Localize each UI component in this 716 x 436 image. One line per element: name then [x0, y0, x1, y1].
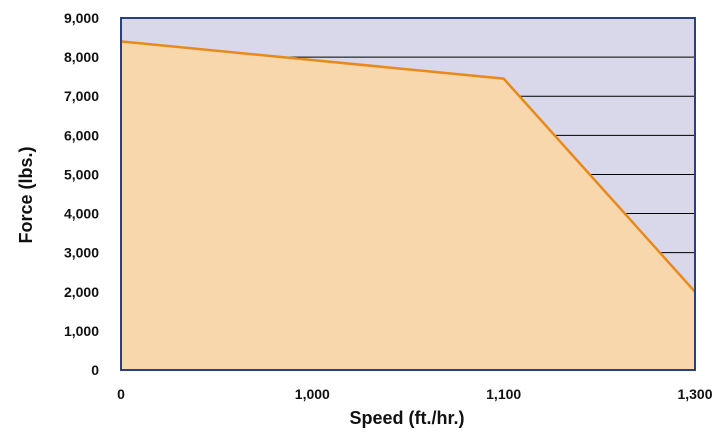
y-tick-label: 2,000 — [64, 284, 99, 300]
x-tick-label: 1,300 — [677, 386, 712, 402]
y-tick-label: 1,000 — [64, 323, 99, 339]
y-tick-label: 5,000 — [64, 166, 99, 182]
y-tick-label: 9,000 — [64, 10, 99, 26]
x-tick-label: 0 — [117, 386, 125, 402]
x-tick-label: 1,100 — [486, 386, 521, 402]
x-axis-ticks: 0 1,000 1,100 1,300 — [117, 386, 713, 402]
force-line — [120, 40, 696, 293]
y-tick-label: 0 — [91, 362, 99, 378]
y-tick-label: 7,000 — [64, 88, 99, 104]
y-axis-title: Force (lbs.) — [16, 146, 36, 243]
y-tick-label: 8,000 — [64, 49, 99, 65]
y-tick-label: 3,000 — [64, 245, 99, 261]
x-tick-label: 1,000 — [295, 386, 330, 402]
x-axis-title: Speed (ft./hr.) — [349, 408, 464, 428]
plot-border — [120, 17, 696, 371]
y-tick-label: 6,000 — [64, 127, 99, 143]
y-tick-label: 4,000 — [64, 206, 99, 222]
y-axis-ticks: 0 1,000 2,000 3,000 4,000 5,000 6,000 7,000 8,00… — [64, 10, 99, 378]
force-area — [121, 41, 695, 370]
